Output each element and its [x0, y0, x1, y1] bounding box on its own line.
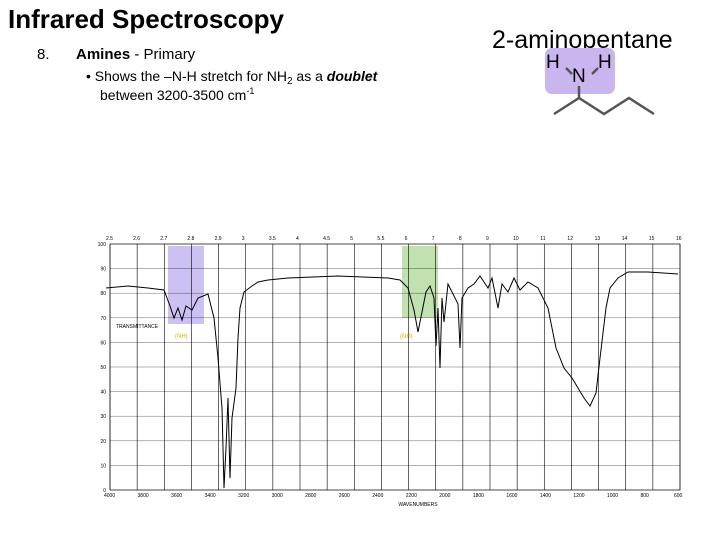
wavenumber-tick-label: 2800	[305, 493, 316, 499]
ir-spectrum-chart: 2.5 2.6 2.7 2.8 2.9 3 3.5 4 4.5 5 5.5 6 7 8 9 10 11 12 13 1…	[98, 236, 683, 508]
wavenumber-tick-label: 1000	[607, 493, 618, 499]
micron-tick-label: 6	[405, 236, 408, 242]
atom-h-right: H	[598, 52, 612, 73]
transmittance-tick-label: 30	[100, 414, 106, 420]
micron-tick-label: 5	[350, 236, 353, 242]
bullet-line-1: • Shows the –N-H stretch for NH2 as a do…	[86, 68, 377, 87]
micron-tick-label: 12	[567, 236, 573, 242]
wavenumber-tick-label: 800	[640, 493, 649, 499]
micron-tick-label: 2.7	[160, 236, 167, 242]
bond-nh-right	[591, 67, 599, 75]
wavenumber-tick-label: 2000	[439, 493, 450, 499]
atom-n: N	[572, 66, 586, 87]
micron-tick-label: 11	[540, 236, 545, 242]
micron-tick-label: 13	[595, 236, 601, 242]
wavenumber-range-text: between 3200-3500 cm	[100, 87, 247, 103]
transmittance-tick-label: 20	[100, 439, 106, 445]
micron-tick-label: 5.5	[377, 236, 384, 242]
x-axis-label: WAVENUMBERS	[398, 502, 438, 508]
wavenumber-tick-label: 2200	[406, 493, 417, 499]
spectrum-grid	[109, 243, 681, 491]
transmittance-tick-label: 50	[100, 365, 106, 371]
wavenumber-tick-label: 3600	[171, 493, 182, 499]
y-axis-label: TRANSMITTANCE	[116, 324, 159, 330]
item-heading-rest: - Primary	[130, 46, 196, 63]
transmittance-tick-label: 80	[100, 291, 106, 297]
micron-tick-label: 3.5	[269, 236, 276, 242]
micron-tick-label: 16	[676, 236, 682, 242]
micron-tick-label: 15	[649, 236, 655, 242]
item-heading: Amines - Primary	[76, 46, 195, 63]
spectrum-trace	[105, 271, 679, 489]
nh-bend-highlight	[402, 246, 438, 318]
bullet-marker: •	[86, 68, 91, 84]
nh-stretch-label: (NH)	[175, 334, 188, 340]
wavenumber-tick-label: 3200	[238, 493, 249, 499]
slide-title: Infrared Spectroscopy	[8, 4, 284, 34]
micron-tick-label: 4	[296, 236, 299, 242]
bullet-text: Shows the –N-H stretch for NH	[94, 68, 287, 84]
transmittance-tick-label: 0	[103, 488, 106, 494]
transmittance-tick-label: 60	[100, 340, 106, 346]
pentane-chain	[553, 96, 655, 116]
micron-tick-label: 8	[459, 236, 462, 242]
micron-tick-label: 14	[622, 236, 628, 242]
emphasis-doublet: doublet	[326, 68, 378, 84]
micron-tick-label: 3	[242, 236, 245, 242]
bullet-line-2: between 3200-3500 cm-1	[100, 86, 254, 103]
wavenumber-tick-label: 2600	[339, 493, 350, 499]
nh-stretch-highlight	[168, 246, 204, 324]
transmittance-tick-label: 70	[100, 316, 106, 322]
micron-tick-label: 10	[513, 236, 519, 242]
superscript-minus-one: -1	[246, 86, 255, 96]
micron-tick-label: 7	[432, 236, 435, 242]
item-number: 8.	[37, 46, 50, 63]
wavenumber-tick-label: 1400	[540, 493, 551, 499]
micron-tick-label: 2.9	[215, 236, 222, 242]
transmittance-tick-label: 10	[100, 463, 106, 469]
nh-bend-label: (NH)	[400, 334, 413, 340]
wavenumber-tick-label: 3400	[205, 493, 216, 499]
micron-tick-label: 4.5	[323, 236, 330, 242]
wavenumber-tick-label: 2400	[372, 493, 383, 499]
atom-h-left: H	[546, 52, 560, 73]
wavenumber-tick-label: 1200	[573, 493, 584, 499]
micron-tick-label: 2.6	[133, 236, 140, 242]
wavenumber-tick-label: 600	[674, 493, 683, 499]
carbon-skeleton	[553, 67, 655, 116]
micron-tick-label: 2.5	[106, 236, 113, 242]
item-heading-bold: Amines	[76, 46, 131, 63]
amine-highlight	[545, 48, 615, 94]
wavenumber-tick-label: 3000	[272, 493, 283, 499]
wavenumber-tick-label: 3800	[138, 493, 149, 499]
transmittance-tick-label: 90	[100, 267, 106, 273]
wavenumber-tick-label: 4000	[104, 493, 115, 499]
amine-structure: H N H	[545, 48, 655, 116]
wavenumber-axis: 4000 3800 3600 3400 3200 3000 2800 2600 2400 2200…	[104, 493, 683, 499]
bullet-text-middle: as a	[292, 68, 327, 84]
micron-tick-label: 2.8	[187, 236, 194, 242]
micron-axis: 2.5 2.6 2.7 2.8 2.9 3 3.5 4 4.5 5 5.5 6 7 8 9 10 11 12 13 1…	[106, 236, 682, 242]
subscript-2: 2	[286, 76, 293, 87]
micron-tick-label: 9	[486, 236, 489, 242]
bond-nh-left	[565, 67, 573, 75]
wavenumber-tick-label: 1800	[473, 493, 484, 499]
transmittance-tick-label: 40	[100, 390, 106, 396]
wavenumber-tick-label: 1600	[506, 493, 517, 499]
transmittance-tick-label: 100	[98, 242, 107, 248]
